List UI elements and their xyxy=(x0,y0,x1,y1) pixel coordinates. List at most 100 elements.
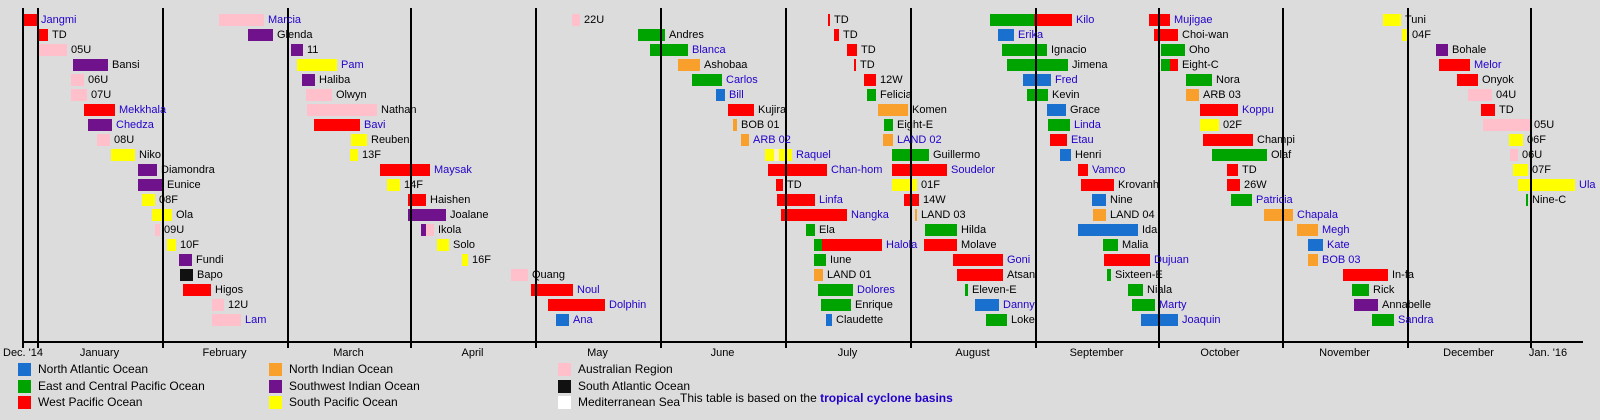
storm-label[interactable]: Vamco xyxy=(1092,164,1126,176)
storm-label: 12U xyxy=(228,299,249,311)
storm-label[interactable]: Dolores xyxy=(857,284,895,296)
storm-label: Joalane xyxy=(450,209,489,221)
storm-bar xyxy=(314,119,360,131)
storm-bar xyxy=(248,29,273,41)
storm-label[interactable]: Jangmi xyxy=(41,14,77,26)
storm-label[interactable]: Chan-hom xyxy=(831,164,883,176)
storm-label[interactable]: Bill xyxy=(729,89,744,101)
storm-label: Eight-C xyxy=(1182,59,1219,71)
storm-bar xyxy=(638,29,665,41)
storm-label[interactable]: BOB 03 xyxy=(1322,254,1361,266)
storm-label[interactable]: Chapala xyxy=(1297,209,1338,221)
storm-label[interactable]: Sandra xyxy=(1398,314,1434,326)
tropical-cyclone-basins-link[interactable]: tropical cyclone basins xyxy=(820,391,953,405)
axis-tick xyxy=(1158,341,1160,348)
storm-label[interactable]: Chedza xyxy=(116,119,154,131)
storm-label[interactable]: Halola xyxy=(886,239,918,251)
axis-tick xyxy=(660,341,662,348)
storm-label[interactable]: Patricia xyxy=(1256,194,1293,206)
month-label: January xyxy=(79,347,120,359)
storm-label[interactable]: Koppu xyxy=(1242,104,1274,116)
storm-label[interactable]: Danny xyxy=(1003,299,1035,311)
storm-label: 22U xyxy=(584,14,605,26)
axis-tick xyxy=(1530,341,1532,348)
storm-bar xyxy=(1518,179,1575,191)
storm-label: In-fa xyxy=(1392,269,1415,281)
month-gridline xyxy=(162,8,164,341)
storm-label[interactable]: Soudelor xyxy=(951,164,996,176)
storm-bar xyxy=(814,269,823,281)
storm-label[interactable]: Megh xyxy=(1322,224,1350,236)
legend-label: Australian Region xyxy=(578,362,673,376)
storm-label: 07F xyxy=(1532,164,1551,176)
storm-label[interactable]: Etau xyxy=(1071,134,1094,146)
storm-bar xyxy=(1149,14,1170,26)
month-gridline xyxy=(785,8,787,341)
storm-label[interactable]: Ana xyxy=(573,314,593,326)
storm-label: Nathan xyxy=(381,104,417,116)
storm-label[interactable]: Kate xyxy=(1327,239,1350,251)
storm-label[interactable]: Melor xyxy=(1474,59,1502,71)
storm-label: 14F xyxy=(404,179,423,191)
storm-label[interactable]: ARB 02 xyxy=(753,134,791,146)
storm-bar xyxy=(1128,284,1143,296)
storm-label[interactable]: Blanca xyxy=(692,44,726,56)
month-gridline xyxy=(37,8,39,341)
axis-tick xyxy=(37,341,39,348)
storm-label[interactable]: Goni xyxy=(1007,254,1031,266)
storm-label: Haliba xyxy=(319,74,351,86)
storm-label[interactable]: Erika xyxy=(1018,29,1044,41)
storm-label[interactable]: Raquel xyxy=(796,149,831,161)
storm-label[interactable]: Lam xyxy=(245,314,267,326)
storm-bar xyxy=(884,119,893,131)
storm-bar xyxy=(1481,104,1495,116)
storm-label: TD xyxy=(1242,164,1257,176)
storm-label: Bohale xyxy=(1452,44,1487,56)
storm-label[interactable]: Ula xyxy=(1579,179,1596,191)
legend-swatch xyxy=(18,396,31,409)
axis-tick xyxy=(785,341,787,348)
storm-label[interactable]: Fred xyxy=(1055,74,1078,86)
storm-bar xyxy=(22,14,37,26)
storm-label[interactable]: Nangka xyxy=(851,209,889,221)
storm-label[interactable]: Linda xyxy=(1074,119,1101,131)
storm-label[interactable]: Marcia xyxy=(268,14,302,26)
storm-bar xyxy=(462,254,468,266)
storm-label: Bapo xyxy=(197,269,223,281)
storm-label[interactable]: Mekkhala xyxy=(119,104,167,116)
storm-bar xyxy=(828,14,830,26)
storm-bar xyxy=(818,284,853,296)
storm-label[interactable]: Dolphin xyxy=(609,299,647,311)
storm-label[interactable]: Pam xyxy=(341,59,364,71)
storm-label[interactable]: Linfa xyxy=(819,194,843,206)
storm-bar xyxy=(212,299,224,311)
month-label: April xyxy=(461,347,484,359)
storm-label[interactable]: Kilo xyxy=(1076,14,1095,26)
storm-label: 06U xyxy=(1522,149,1543,161)
storm-label[interactable]: Noul xyxy=(577,284,600,296)
storm-bar xyxy=(1203,134,1253,146)
storm-label: 11 xyxy=(307,44,319,56)
storm-bar xyxy=(71,89,87,101)
axis-tick xyxy=(535,341,537,348)
storm-label[interactable]: Marty xyxy=(1159,299,1187,311)
storm-label[interactable]: LAND 02 xyxy=(897,134,942,146)
storm-bar xyxy=(728,104,754,116)
storm-label[interactable]: Dujuan xyxy=(1154,254,1189,266)
legend-swatch xyxy=(269,363,282,376)
month-label: June xyxy=(710,347,735,359)
storm-bar xyxy=(990,14,1034,26)
storm-label: Glenda xyxy=(277,29,313,41)
storm-label: Solo xyxy=(453,239,476,251)
storm-label[interactable]: Bavi xyxy=(364,119,386,131)
storm-label[interactable]: Mujigae xyxy=(1174,14,1213,26)
storm-bar xyxy=(1354,299,1378,311)
storm-label[interactable]: Carlos xyxy=(726,74,758,86)
storm-label: 07U xyxy=(91,89,112,101)
storm-label: Eight-E xyxy=(897,119,934,131)
storm-bar xyxy=(421,224,426,236)
storm-label: Sixteen-E xyxy=(1115,269,1163,281)
storm-label[interactable]: Maysak xyxy=(434,164,472,176)
storm-label: Hilda xyxy=(961,224,987,236)
storm-label[interactable]: Joaquin xyxy=(1182,314,1221,326)
